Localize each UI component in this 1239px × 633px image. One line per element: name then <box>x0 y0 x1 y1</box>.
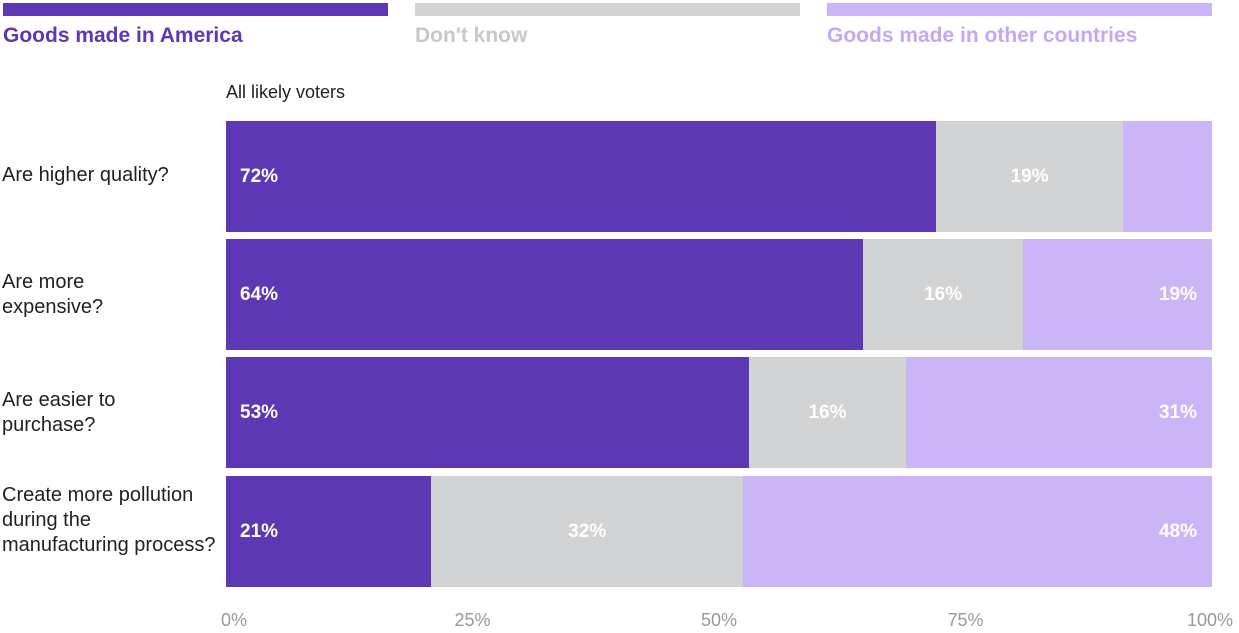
x-tick-label: 75% <box>947 610 984 630</box>
bar-segment <box>226 121 936 232</box>
legend-item: Goods made in other countries <box>827 3 1212 48</box>
category-label: Are more expensive? <box>2 271 104 318</box>
category-label: Are higher quality? <box>2 164 169 186</box>
category-label: Are easier to purchase? <box>2 389 116 436</box>
bar-segment <box>748 357 907 468</box>
x-tick-label: 50% <box>700 610 738 630</box>
bar-segment <box>431 476 744 587</box>
chart-subtitle: All likely voters <box>226 82 346 102</box>
data-label: 48% <box>1158 520 1197 542</box>
data-label: 64% <box>240 283 279 305</box>
bar-segment <box>935 121 1124 232</box>
data-label: 19% <box>1158 283 1197 305</box>
legend-label: Goods made in America <box>3 24 243 47</box>
data-label: 16% <box>808 401 847 423</box>
category-label: Create more pollution during the manufac… <box>2 484 216 556</box>
data-label: 19% <box>1010 165 1049 187</box>
x-tick-label: 100% <box>1186 610 1234 630</box>
legend-item: Goods made in America <box>3 3 388 48</box>
legend-label: Don't know <box>415 24 528 47</box>
data-label: 16% <box>924 283 963 305</box>
bar-segment <box>863 239 1023 350</box>
legend-swatch <box>415 3 800 16</box>
legend-swatch <box>3 3 388 16</box>
bar-segment <box>1022 239 1212 350</box>
x-tick-label: 25% <box>454 610 491 630</box>
bar-segment <box>226 476 431 587</box>
bar-segment <box>1123 121 1212 232</box>
data-label: 31% <box>1158 401 1197 423</box>
data-label: 53% <box>240 401 279 423</box>
legend-label: Goods made in other countries <box>827 24 1138 47</box>
legend-swatch <box>827 3 1212 16</box>
bar-segment <box>226 239 864 350</box>
bar-segment <box>743 476 1212 587</box>
data-label: 72% <box>240 165 279 187</box>
data-label: 21% <box>240 520 279 542</box>
bar-segment <box>226 357 749 468</box>
bar-segment <box>906 357 1212 468</box>
data-label: 32% <box>568 520 607 542</box>
legend-item: Don't know <box>415 3 800 48</box>
x-tick-label: 0% <box>220 610 248 630</box>
